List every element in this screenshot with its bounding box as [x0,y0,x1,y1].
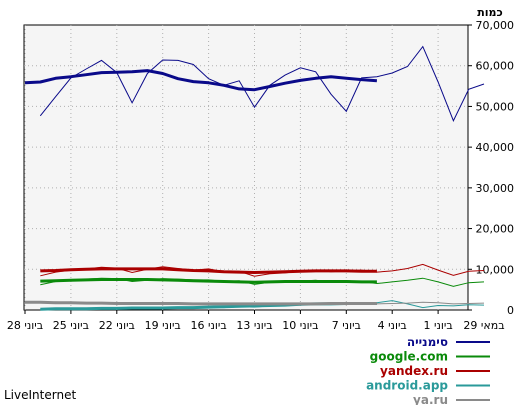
series-line-daily [39,45,485,122]
x-tick-label: 29 במאי [463,319,504,332]
x-axis: 29 במאי 1 ביוני 4 ביוני 7 ביוני 10 ביוני 13 ב… [7,310,505,332]
y-tick-label: 10,000 [476,263,515,276]
y-tick-label: 30,000 [476,182,515,195]
legend-label: android.app [366,379,448,393]
y-tick-label: 0 [507,304,514,317]
y-tick-label: 70,000 [476,19,515,32]
legend-label: סימנייה [407,335,448,349]
x-tick-label: 4 ביוני [378,319,407,332]
x-tick-label: 7 ביוני [332,319,361,332]
y-tick-label: 40,000 [476,141,515,154]
x-tick-label: 13 ביוני [236,319,272,332]
legend-label: yandex.ru [380,364,448,378]
legend: סימנייהgoogle.comyandex.ruandroid.appya.… [366,335,490,405]
plot-area [23,24,469,311]
y-tick-label: 60,000 [476,60,515,73]
y-axis-label: כמות [477,6,502,19]
legend-label: ya.ru [413,393,448,405]
x-tick-label: 1 ביוני [424,319,453,332]
series-line-smoothed [40,267,377,274]
x-tick-label: 19 ביוני [145,319,181,332]
x-tick-label: 25 ביוני [53,319,89,332]
series-line-smoothed [24,69,378,92]
x-tick-label: 16 ביוני [191,319,227,332]
y-tick-label: 50,000 [476,100,515,113]
y-axis: 0 10,000 20,000 30,000 40,000 50,000 60,000 70,… [468,19,514,317]
x-tick-label: 22 ביוני [99,319,135,332]
x-tick-label: 10 ביוני [282,319,318,332]
smoothed-series [24,69,378,311]
x-tick-label: 28 ביוני [7,319,43,332]
footer-brand: LiveInternet [4,388,76,402]
legend-label: google.com [370,350,448,364]
series-line-smoothed [25,300,377,306]
y-tick-label: 20,000 [476,223,515,236]
series-line-smoothed [40,278,377,284]
